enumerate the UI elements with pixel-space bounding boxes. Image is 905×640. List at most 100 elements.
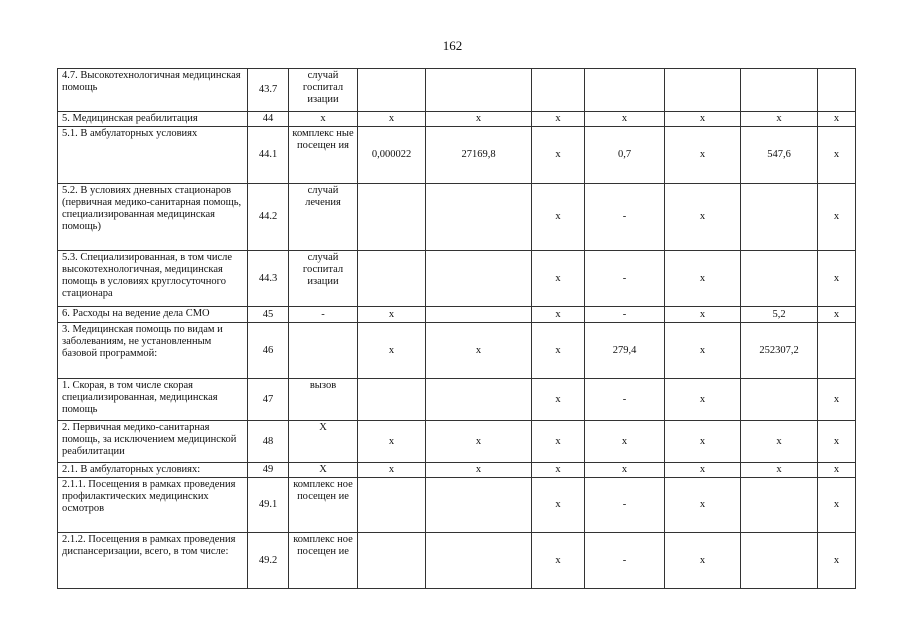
row-code-cell: 49	[247, 462, 289, 478]
value-cell	[425, 250, 532, 307]
row-code-cell: 44.2	[247, 183, 289, 251]
row-name-cell: 5.2. В условиях дневных стационаров (пер…	[57, 183, 248, 251]
unit-cell: вызов	[288, 378, 358, 421]
value-cell	[425, 68, 532, 112]
row-code-cell: 44	[247, 111, 289, 127]
unit-cell: случай лечения	[288, 183, 358, 251]
value-cell	[817, 322, 856, 379]
value-cell: х	[664, 306, 741, 323]
table-row: 5.2. В условиях дневных стационаров (пер…	[57, 183, 856, 251]
value-cell	[357, 532, 426, 589]
value-cell: х	[425, 462, 532, 478]
row-code-cell: 44.3	[247, 250, 289, 307]
value-cell: -	[584, 477, 665, 533]
value-cell: х	[531, 250, 585, 307]
row-code-cell: 43.7	[247, 68, 289, 112]
unit-cell: случай госпитал изации	[288, 68, 358, 112]
table-row: 3. Медицинская помощь по видам и заболев…	[57, 322, 856, 379]
table-row: 4.7. Высокотехнологичная медицинская пом…	[57, 68, 856, 112]
value-cell	[817, 68, 856, 112]
value-cell	[357, 68, 426, 112]
unit-cell: комплекс ное посещен ие	[288, 477, 358, 533]
value-cell: х	[817, 126, 856, 184]
value-cell	[740, 477, 818, 533]
value-cell: х	[664, 477, 741, 533]
value-cell	[425, 532, 532, 589]
value-cell: х	[531, 378, 585, 421]
value-cell	[425, 306, 532, 323]
value-cell: х	[584, 111, 665, 127]
value-cell: х	[740, 111, 818, 127]
value-cell: х	[531, 183, 585, 251]
value-cell: х	[357, 462, 426, 478]
value-cell: х	[531, 111, 585, 127]
table-row: 5.3. Специализированная, в том числе выс…	[57, 250, 856, 307]
value-cell: 547,6	[740, 126, 818, 184]
row-code-cell: 45	[247, 306, 289, 323]
value-cell: 252307,2	[740, 322, 818, 379]
row-name-cell: 2. Первичная медико-санитарная помощь, з…	[57, 420, 248, 463]
value-cell: х	[425, 420, 532, 463]
row-code-cell: 48	[247, 420, 289, 463]
unit-cell	[288, 322, 358, 379]
table-row: 6. Расходы на ведение дела СМО 45- х х - х 5,2…	[57, 306, 856, 323]
value-cell: х	[584, 420, 665, 463]
table-row: 2.1.1. Посещения в рамках проведения про…	[57, 477, 856, 533]
value-cell: х	[664, 462, 741, 478]
value-cell: х	[357, 420, 426, 463]
value-cell: х	[664, 532, 741, 589]
value-cell	[740, 250, 818, 307]
value-cell: х	[357, 111, 426, 127]
row-code-cell: 46	[247, 322, 289, 379]
value-cell: х	[531, 126, 585, 184]
unit-cell: х	[288, 111, 358, 127]
value-cell: х	[531, 477, 585, 533]
value-cell	[740, 68, 818, 112]
value-cell	[740, 378, 818, 421]
value-cell	[584, 68, 665, 112]
row-name-cell: 2.1.1. Посещения в рамках проведения про…	[57, 477, 248, 533]
value-cell: -	[584, 250, 665, 307]
value-cell	[357, 250, 426, 307]
value-cell: х	[817, 378, 856, 421]
value-cell	[740, 532, 818, 589]
value-cell: х	[664, 420, 741, 463]
value-cell: х	[817, 111, 856, 127]
value-cell: х	[531, 306, 585, 323]
value-cell	[357, 183, 426, 251]
table-row: 2.1.2. Посещения в рамках проведения дис…	[57, 532, 856, 589]
row-code-cell: 47	[247, 378, 289, 421]
value-cell: 5,2	[740, 306, 818, 323]
value-cell: х	[664, 378, 741, 421]
value-cell: х	[664, 111, 741, 127]
unit-cell: -	[288, 306, 358, 323]
value-cell: х	[531, 532, 585, 589]
value-cell: -	[584, 183, 665, 251]
value-cell: 0,7	[584, 126, 665, 184]
table-row: 5. Медицинская реабилитация 44 х х х х х х х х	[57, 111, 856, 127]
row-name-cell: 5. Медицинская реабилитация	[57, 111, 248, 127]
value-cell: х	[740, 420, 818, 463]
row-name-cell: 5.3. Специализированная, в том числе выс…	[57, 250, 248, 307]
value-cell: -	[584, 378, 665, 421]
value-cell: х	[664, 322, 741, 379]
row-name-cell: 6. Расходы на ведение дела СМО	[57, 306, 248, 323]
value-cell: х	[531, 462, 585, 478]
value-cell: х	[425, 322, 532, 379]
data-table: 4.7. Высокотехнологичная медицинская пом…	[57, 68, 856, 589]
page-number: 162	[442, 38, 463, 53]
value-cell: х	[817, 420, 856, 463]
value-cell	[357, 477, 426, 533]
value-cell: х	[817, 306, 856, 323]
row-name-cell: 2.1. В амбулаторных условиях:	[57, 462, 248, 478]
value-cell: -	[584, 532, 665, 589]
table-row: 2. Первичная медико-санитарная помощь, з…	[57, 420, 856, 463]
unit-cell: Х	[288, 420, 358, 463]
value-cell: х	[357, 306, 426, 323]
unit-cell: комплекс ные посещен ия	[288, 126, 358, 184]
value-cell: х	[817, 250, 856, 307]
row-name-cell: 1. Скорая, в том числе скорая специализи…	[57, 378, 248, 421]
value-cell	[664, 68, 741, 112]
value-cell: 27169,8	[425, 126, 532, 184]
row-name-cell: 2.1.2. Посещения в рамках проведения дис…	[57, 532, 248, 589]
